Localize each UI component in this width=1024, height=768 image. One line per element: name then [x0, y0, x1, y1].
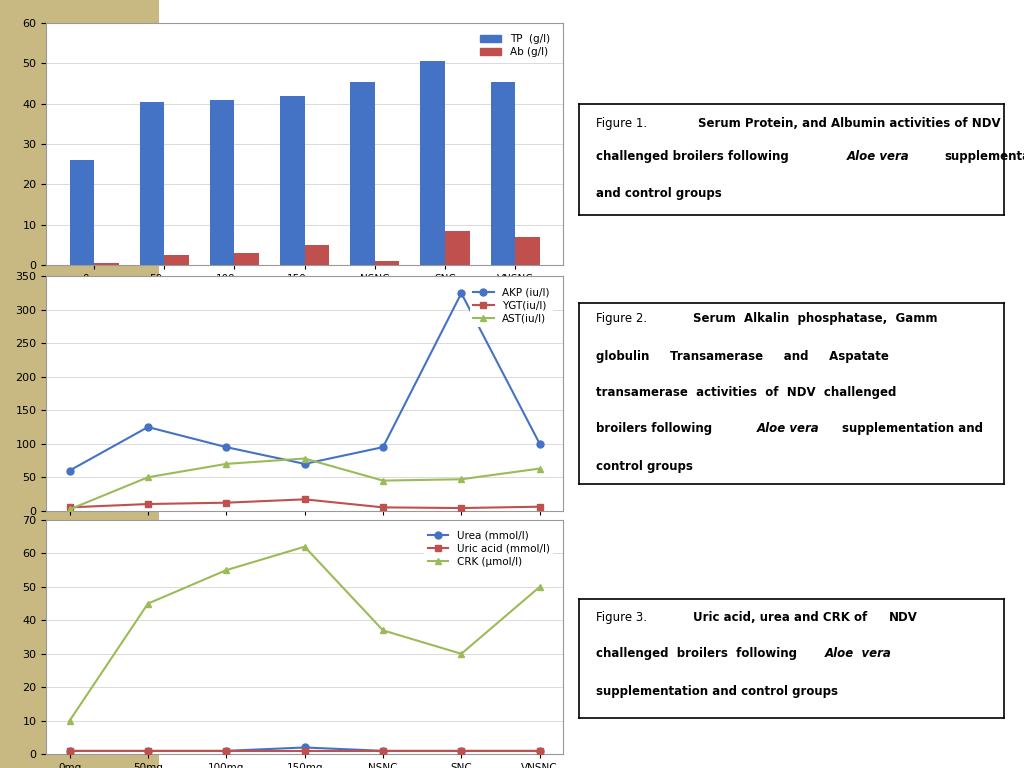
Bar [490, 81, 515, 265]
Bar [375, 261, 399, 265]
Text: Figure 1.: Figure 1. [596, 117, 647, 130]
Text: Serum  Alkalin  phosphatase,  Gamm: Serum Alkalin phosphatase, Gamm [693, 313, 938, 326]
Text: Serum Protein, and Albumin activities of NDV: Serum Protein, and Albumin activities of… [697, 117, 1000, 130]
Text: Figure 2.: Figure 2. [596, 313, 647, 326]
Bar [445, 230, 470, 265]
Text: Aloe vera: Aloe vera [846, 151, 909, 164]
Bar [164, 255, 188, 265]
Text: Figure 3.: Figure 3. [596, 611, 646, 624]
Legend: Urea (mmol/l), Uric acid (mmol/l), CRK (μmol/l): Urea (mmol/l), Uric acid (mmol/l), CRK (… [424, 528, 553, 570]
Text: supplementation and control groups: supplementation and control groups [596, 685, 838, 698]
Text: NDV: NDV [889, 611, 918, 624]
Bar [210, 100, 234, 265]
Bar [234, 253, 259, 265]
Text: challenged broilers following: challenged broilers following [596, 151, 788, 164]
Bar [70, 160, 94, 265]
Bar [139, 101, 164, 265]
Text: supplementation and: supplementation and [842, 422, 983, 435]
Text: Aloe vera: Aloe vera [757, 422, 819, 435]
Bar [350, 81, 375, 265]
Text: supplementation: supplementation [944, 151, 1024, 164]
Bar [94, 263, 119, 265]
Text: and control groups: and control groups [596, 187, 721, 200]
Bar [515, 237, 540, 265]
Bar [421, 61, 445, 265]
Text: transamerase  activities  of  NDV  challenged: transamerase activities of NDV challenge… [596, 386, 896, 399]
Text: Uric acid, urea and CRK of: Uric acid, urea and CRK of [693, 611, 867, 624]
Bar [281, 96, 305, 265]
Legend: TP  (g/l), Ab (g/l): TP (g/l), Ab (g/l) [477, 31, 553, 60]
Legend: AKP (iu/l), YGT(iu/l), AST(iu/l): AKP (iu/l), YGT(iu/l), AST(iu/l) [470, 284, 553, 326]
Text: Aloe  vera: Aloe vera [825, 647, 892, 660]
Text: control groups: control groups [596, 460, 692, 473]
Text: globulin     Transamerase     and     Aspatate: globulin Transamerase and Aspatate [596, 350, 889, 363]
Bar [305, 245, 329, 265]
Text: challenged  broilers  following: challenged broilers following [596, 647, 797, 660]
Text: broilers following: broilers following [596, 422, 712, 435]
